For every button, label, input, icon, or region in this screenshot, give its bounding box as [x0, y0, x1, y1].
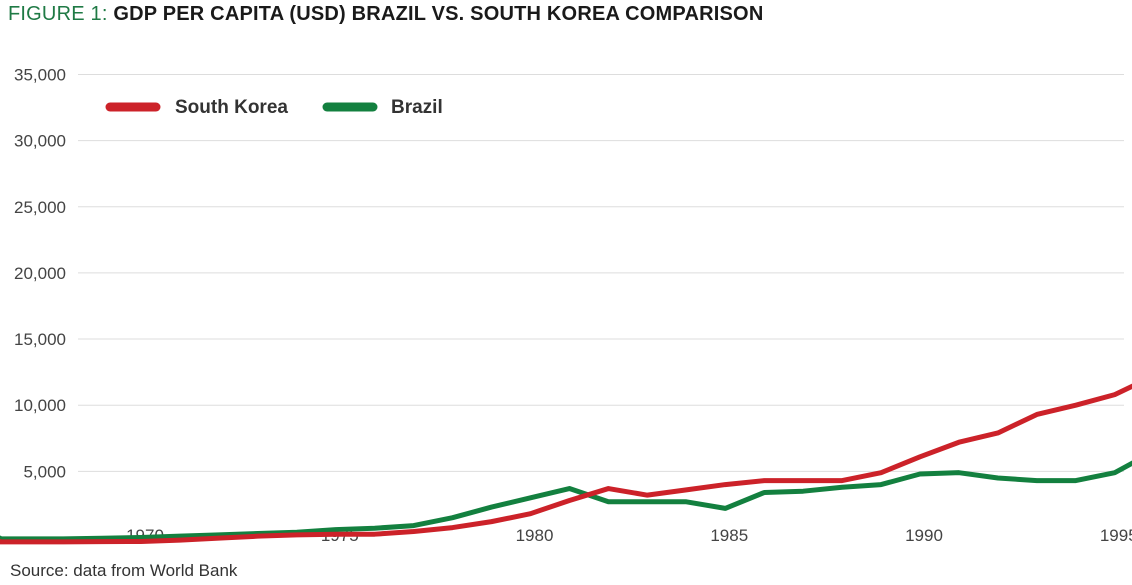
figure-number: FIGURE 1:: [8, 3, 108, 25]
legend-label: Brazil: [391, 97, 443, 118]
y-tick-label: 30,000: [14, 132, 66, 151]
series-line-brazil: [0, 460, 1132, 542]
legend-label: South Korea: [175, 97, 288, 118]
x-tick-label: 1995: [1100, 526, 1132, 545]
y-tick-label: 5,000: [23, 462, 66, 481]
series-lines: [0, 383, 1132, 545]
figure-title: GDP PER CAPITA (USD) BRAZIL VS. SOUTH KO…: [113, 3, 764, 25]
y-tick-label: 20,000: [14, 264, 66, 283]
y-tick-label: 10,000: [14, 396, 66, 415]
series-line-south-korea: [0, 383, 1132, 545]
source-note: Source: data from World Bank: [10, 561, 238, 580]
y-axis: 5,000 10,000 15,000 20,000 25,000 30,000 35,00…: [14, 65, 66, 481]
y-tick-label: 25,000: [14, 198, 66, 217]
y-tick-label: 15,000: [14, 330, 66, 349]
y-tick-label: 35,000: [14, 65, 66, 84]
gridlines: [78, 73, 1124, 472]
legend: South Korea Brazil: [105, 97, 443, 118]
x-tick-label: 1990: [905, 526, 943, 545]
chart-title: FIGURE 1: GDP PER CAPITA (USD) BRAZIL VS…: [8, 3, 763, 26]
x-tick-label: 1980: [516, 526, 554, 545]
x-tick-label: 1985: [710, 526, 748, 545]
